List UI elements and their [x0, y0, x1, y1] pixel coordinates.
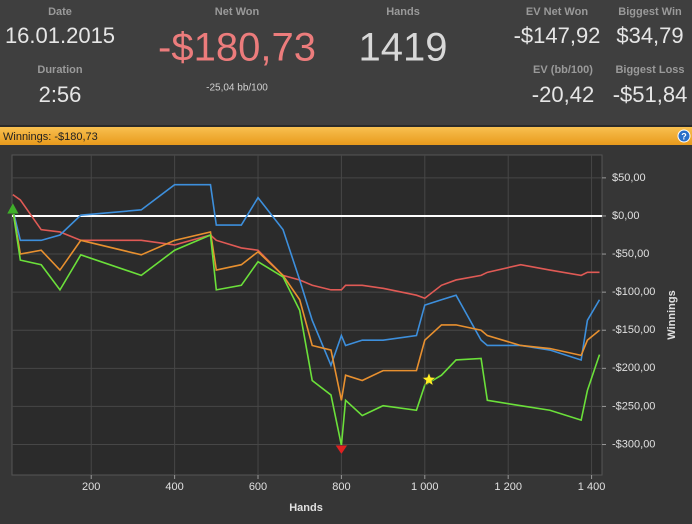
stat-label: EV (bb/100) [533, 64, 593, 76]
series-line [12, 209, 601, 446]
series-line [12, 183, 601, 368]
x-tick-label: 800 [332, 481, 350, 493]
help-icon-text: ? [681, 131, 687, 141]
stat-value: -$180,73 [158, 26, 316, 70]
x-tick-label: 1 000 [411, 481, 439, 493]
marker [334, 445, 348, 455]
stat-value: 16.01.2015 [5, 23, 115, 48]
x-tick-label: 400 [165, 481, 183, 493]
stat-value: 2:56 [39, 82, 82, 107]
y-tick-label: $50,00 [612, 172, 646, 184]
stat-label: Biggest Win [618, 6, 682, 18]
stat-sub: -25,04 bb/100 [206, 83, 268, 94]
header-bg [0, 0, 692, 125]
marker [6, 202, 20, 215]
stat-label: Biggest Loss [615, 64, 684, 76]
panel-bar [0, 127, 692, 145]
y-tick-label: -$50,00 [612, 248, 649, 260]
stat-value: 1419 [359, 26, 448, 70]
stat-label: Net Won [215, 6, 260, 18]
x-tick-label: 200 [82, 481, 100, 493]
x-axis-label: Hands [289, 502, 323, 514]
y-tick-label: -$200,00 [612, 362, 655, 374]
stat-label: Hands [386, 6, 420, 18]
stat-label: EV Net Won [526, 6, 588, 18]
series-line [12, 209, 601, 401]
y-tick-label: -$250,00 [612, 400, 655, 412]
separator [0, 125, 692, 127]
stat-label: Duration [37, 64, 83, 76]
stat-value: $34,79 [616, 23, 683, 48]
x-tick-label: 1 400 [578, 481, 606, 493]
y-tick-label: -$150,00 [612, 324, 655, 336]
stat-value: -$147,92 [514, 23, 601, 48]
stat-value: -20,42 [532, 82, 594, 107]
plot-bg [11, 154, 603, 476]
y-axis-label: Winnings [666, 290, 678, 339]
panel-title: Winnings: -$180,73 [3, 131, 98, 143]
y-tick-label: $0,00 [612, 210, 640, 222]
x-tick-label: 600 [249, 481, 267, 493]
marker [421, 372, 437, 386]
x-tick-label: 1 200 [494, 481, 522, 493]
stat-label: Date [48, 6, 72, 18]
y-tick-label: -$300,00 [612, 438, 655, 450]
help-icon[interactable] [677, 129, 691, 143]
stat-value: -$51,84 [613, 82, 688, 107]
series-line [12, 193, 600, 300]
y-tick-label: -$100,00 [612, 286, 655, 298]
